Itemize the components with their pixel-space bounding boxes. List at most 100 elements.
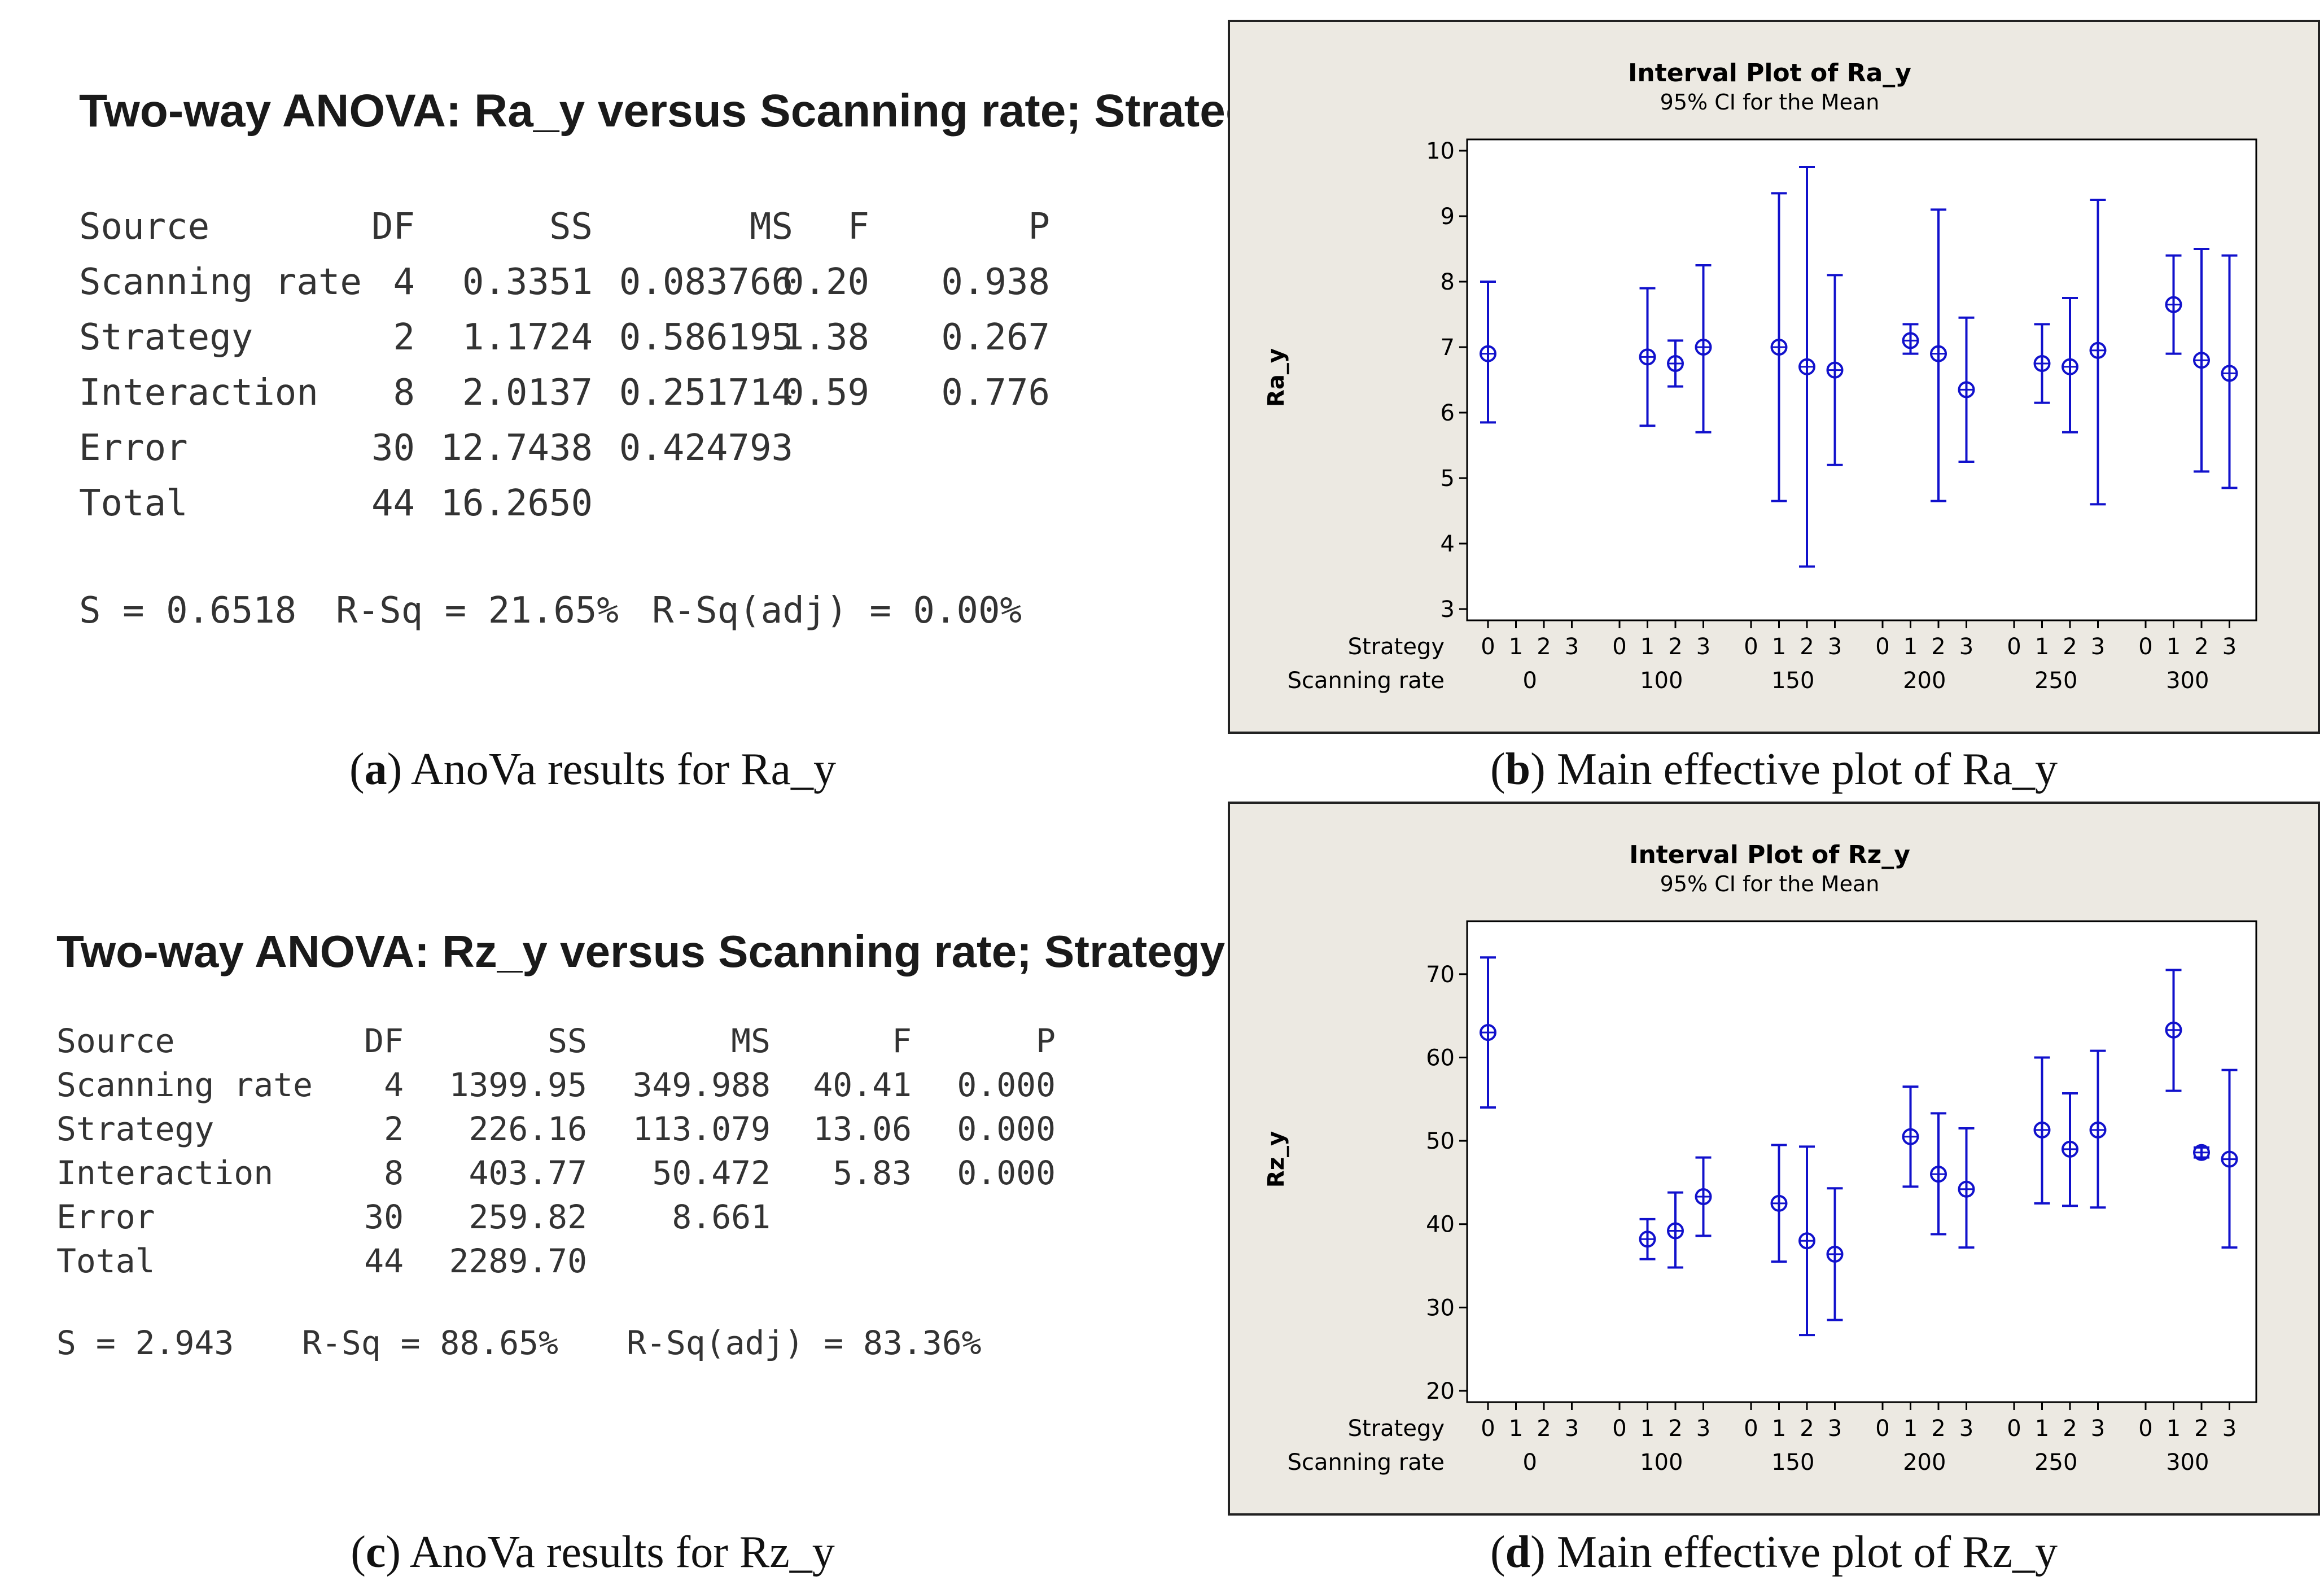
anova-cell: 44 [371,483,415,524]
plot-title: Interval Plot of Rz_y [1629,840,1910,869]
caption-c-letter: c [365,1527,386,1577]
anova-cell: 0.000 [957,1154,1056,1192]
strategy-tick-label: 1 [2035,1416,2049,1442]
strategy-tick-label: 2 [1537,1416,1551,1442]
anova-cell: 8 [384,1154,404,1192]
scanning-rate-row-label: Scanning rate [1288,668,1445,694]
anova-cell: 12.7438 [440,427,593,469]
y-tick-label: 20 [1426,1378,1455,1404]
scanning-rate-label: 150 [1771,1450,1814,1475]
anova-ra-title: Two-way ANOVA: Ra_y versus Scanning rate… [79,85,1280,137]
anova-header-p: P [1028,206,1050,248]
strategy-tick-label: 0 [2007,1416,2021,1442]
y-axis-label: Ra_y [1263,348,1289,407]
strategy-tick-label: 0 [1612,634,1626,660]
scanning-rate-label: 150 [1771,668,1814,694]
caption-c: (c) AnoVa results for Rz_y [351,1527,835,1577]
anova-cell: 0.586195 [619,317,793,358]
anova-ra-fit-rsq: R-Sq = 21.65% [336,590,619,632]
y-tick-label: 60 [1426,1045,1455,1071]
strategy-tick-label: 3 [2222,634,2237,660]
strategy-tick-label: 2 [1931,634,1945,660]
anova-cell: 0.59 [782,372,869,414]
scanning-rate-label: 100 [1640,668,1683,694]
anova-header-ms: MS [731,1022,771,1060]
anova-cell: 113.079 [632,1110,771,1148]
strategy-tick-label: 3 [1565,634,1579,660]
anova-cell: 0.251714 [619,372,793,414]
caption-a-letter: a [364,745,387,794]
caption-b-text: Main effective plot of Ra_y [1556,745,2058,794]
anova-cell: 226.16 [469,1110,587,1148]
anova-cell: Scanning rate [79,261,362,303]
plot-area [1466,920,2257,1403]
y-tick-label: 6 [1441,400,1455,426]
anova-ra-fit-s: S = 0.6518 [79,590,297,632]
strategy-tick-label: 1 [1509,634,1523,660]
strategy-tick-label: 2 [1537,634,1551,660]
strategy-tick-label: 2 [1800,634,1814,660]
anova-rz-fit-rsqadj: R-Sq(adj) = 83.36% [627,1324,982,1362]
strategy-tick-label: 0 [1612,1416,1626,1442]
anova-cell: 4 [384,1066,404,1104]
anova-cell: 8.661 [672,1198,771,1236]
anova-cell: 8 [393,372,415,414]
y-tick-label: 5 [1441,466,1455,492]
anova-cell: 30 [371,427,415,469]
strategy-tick-label: 2 [2063,1416,2077,1442]
strategy-row-label: Strategy [1348,634,1445,660]
plot-subtitle: 95% CI for the Mean [1660,90,1880,115]
caption-d-letter: d [1505,1527,1531,1577]
strategy-tick-label: 2 [2063,634,2077,660]
anova-cell: 13.06 [813,1110,912,1148]
scanning-rate-label: 250 [2034,1450,2077,1475]
anova-cell: 0.000 [957,1110,1056,1148]
strategy-tick-label: 2 [2194,634,2208,660]
strategy-tick-label: 0 [2138,634,2152,660]
strategy-tick-label: 3 [2222,1416,2237,1442]
strategy-tick-label: 0 [1481,1416,1495,1442]
scanning-rate-row-label: Scanning rate [1288,1450,1445,1475]
anova-cell: 2.0137 [462,372,593,414]
y-tick-label: 10 [1426,138,1455,164]
anova-cell: 50.472 [652,1154,771,1192]
scanning-rate-label: 0 [1523,1450,1537,1475]
anova-ra-panel: Two-way ANOVA: Ra_y versus Scanning rate… [0,0,1280,734]
interval-plot-rz-panel: Interval Plot of Rz_y 95% CI for the Mean… [1228,802,2320,1516]
strategy-tick-label: 2 [1668,1416,1682,1442]
plot-area [1466,138,2257,621]
anova-header-source: Source [56,1022,175,1060]
scanning-rate-label: 300 [2166,668,2209,694]
anova-ra-fit-rsqadj: R-Sq(adj) = 0.00% [652,590,1022,632]
anova-cell: Total [79,483,188,524]
anova-cell: 0.083766 [619,261,793,303]
strategy-tick-label: 1 [2035,634,2049,660]
strategy-tick-label: 3 [1959,634,1973,660]
y-tick-label: 50 [1426,1128,1455,1154]
anova-header-f: F [892,1022,912,1060]
anova-header-ms: MS [749,206,793,248]
strategy-tick-label: 3 [1828,634,1842,660]
strategy-tick-label: 3 [2091,634,2105,660]
anova-cell: Error [56,1198,155,1236]
strategy-tick-label: 0 [2007,634,2021,660]
y-axis-label: Rz_y [1263,1131,1289,1188]
anova-cell: Interaction [56,1154,274,1192]
anova-rz-fit-rsq: R-Sq = 88.65% [302,1324,558,1362]
strategy-tick-label: 1 [1903,1416,1918,1442]
anova-cell: Strategy [79,317,253,358]
interval-plot-ra-panel: Interval Plot of Ra_y 95% CI for the Mean… [1228,20,2320,734]
caption-d-text: Main effective plot of Rz_y [1556,1527,2058,1577]
caption-c-text: AnoVa results for Rz_y [409,1527,835,1577]
anova-cell: 0.424793 [619,427,793,469]
strategy-tick-label: 3 [1565,1416,1579,1442]
anova-header-ss: SS [548,1022,587,1060]
interval-plot-rz: Interval Plot of Rz_y 95% CI for the Mean… [1263,840,2257,1475]
strategy-tick-label: 1 [1903,634,1918,660]
strategy-tick-label: 1 [1640,1416,1655,1442]
y-tick-label: 40 [1426,1212,1455,1238]
strategy-tick-label: 1 [1772,1416,1786,1442]
anova-cell: 2 [384,1110,404,1148]
y-tick-label: 70 [1426,962,1455,988]
scanning-rate-label: 100 [1640,1450,1683,1475]
